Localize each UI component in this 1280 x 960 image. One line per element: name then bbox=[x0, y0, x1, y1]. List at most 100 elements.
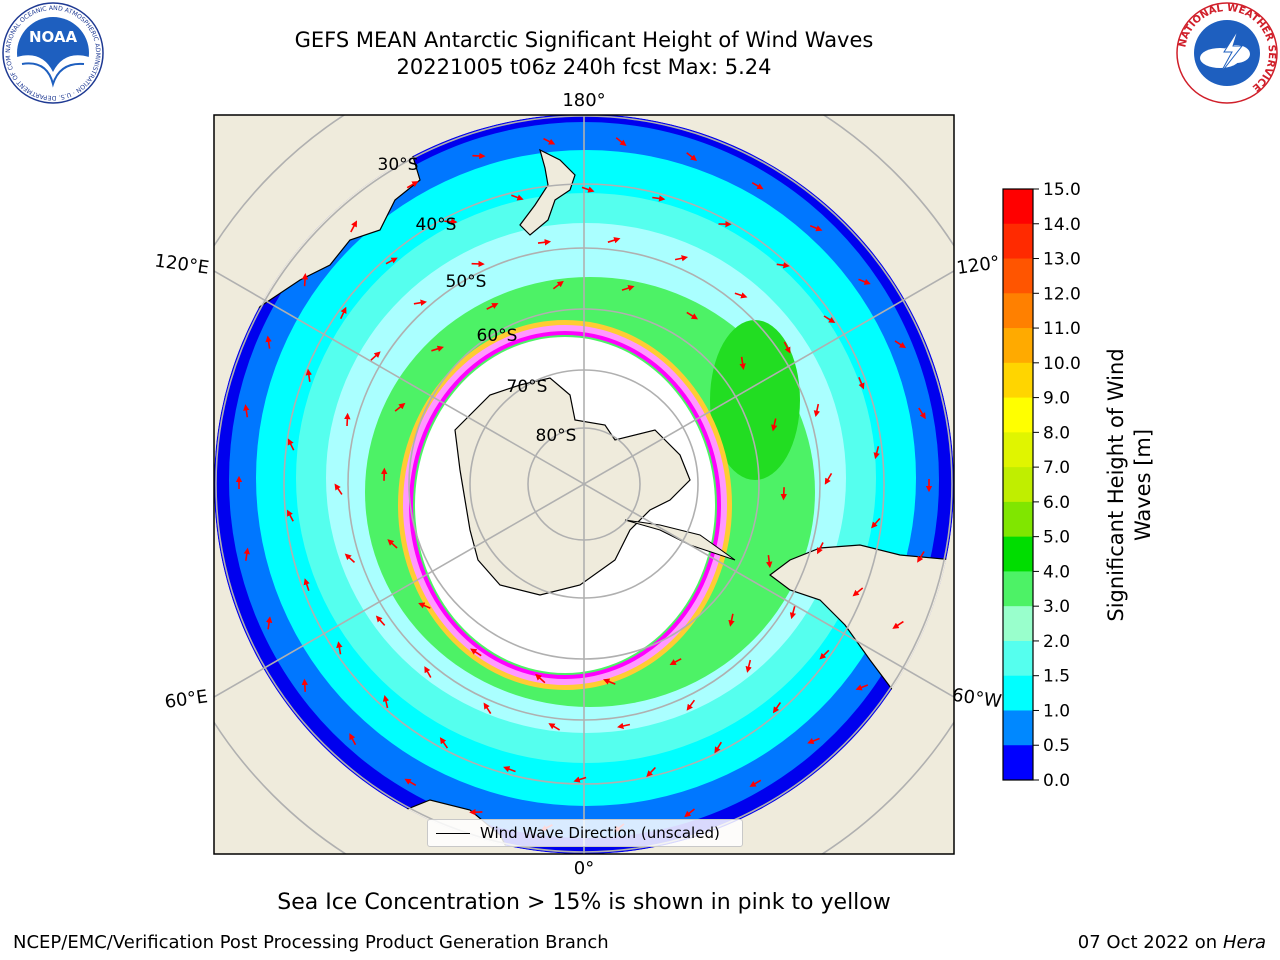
colorbar-segment bbox=[1003, 397, 1033, 433]
colorbar-segment bbox=[1003, 745, 1033, 781]
colorbar-tick-label: 12.0 bbox=[1043, 284, 1081, 304]
colorbar-segment bbox=[1003, 675, 1033, 711]
chart-title-line2: 20221005 t06z 240h fcst Max: 5.24 bbox=[396, 55, 772, 79]
wind-wave-arrow bbox=[603, 678, 616, 685]
wind-wave-arrow bbox=[287, 509, 294, 522]
wave-max-region bbox=[710, 320, 800, 480]
wind-wave-arrow bbox=[819, 649, 830, 660]
colorbar-label-line2: Waves [m] bbox=[1131, 429, 1155, 541]
wind-wave-arrow bbox=[684, 808, 695, 818]
legend-label: Wind Wave Direction (unscaled) bbox=[480, 824, 720, 842]
wind-wave-arrow bbox=[873, 446, 880, 460]
wind-wave-arrow bbox=[418, 602, 431, 609]
wind-wave-arrow bbox=[483, 702, 492, 715]
wind-wave-arrow bbox=[344, 553, 356, 563]
wind-wave-arrow bbox=[503, 766, 516, 773]
wind-wave-arrow bbox=[552, 280, 564, 290]
wind-wave-arrow bbox=[852, 587, 864, 597]
lon-label-0: 0° bbox=[574, 858, 594, 879]
colorbar-tick-label: 1.0 bbox=[1043, 701, 1070, 721]
wind-wave-arrow bbox=[303, 578, 310, 592]
wind-wave-arrow bbox=[686, 699, 696, 711]
sea-ice-edge-pink bbox=[403, 325, 727, 685]
wind-wave-arrow bbox=[766, 555, 773, 569]
colorbar-tick-label: 14.0 bbox=[1043, 215, 1081, 235]
wind-wave-arrow bbox=[424, 666, 432, 678]
colorbar-segment bbox=[1003, 467, 1033, 503]
credit-date-text: 07 Oct 2022 on bbox=[1077, 932, 1223, 953]
wind-wave-arrow bbox=[749, 779, 762, 787]
colorbar-segment bbox=[1003, 362, 1033, 399]
wind-wave-arrow bbox=[349, 733, 357, 746]
wind-wave-arrow bbox=[607, 237, 621, 244]
lat-label-40s: 40°S bbox=[416, 215, 457, 235]
wind-wave-arrow bbox=[387, 539, 398, 549]
wind-wave-arrow bbox=[537, 239, 552, 246]
wind-wave-arrow bbox=[894, 340, 907, 349]
colorbar-segment bbox=[1003, 501, 1033, 538]
sea-ice-note: Sea Ice Concentration > 15% is shown in … bbox=[277, 890, 891, 915]
colorbar-ticks: 15.0 14.0 13.0 12.0 11.0 10.0 9.0 8.0 7.0 6.0 5.0 4… bbox=[1033, 180, 1081, 791]
colorbar-tick-label: 11.0 bbox=[1043, 319, 1081, 339]
wind-wave-arrow bbox=[714, 741, 722, 754]
wind-wave-arrow bbox=[511, 194, 524, 201]
wind-wave-arrow bbox=[385, 257, 398, 265]
wind-wave-arrow bbox=[686, 311, 699, 320]
wind-wave-arrow bbox=[339, 306, 347, 320]
colorbar-segment bbox=[1003, 571, 1033, 607]
new-zealand-land bbox=[519, 148, 576, 236]
wind-wave-arrow bbox=[855, 684, 869, 691]
colorbar-tick-label: 3.0 bbox=[1043, 597, 1070, 617]
colorbar-segment bbox=[1003, 432, 1033, 468]
wind-wave-arrow bbox=[646, 766, 656, 778]
colorbar-segment bbox=[1003, 606, 1033, 642]
lat-label-70s: 70°S bbox=[507, 377, 548, 397]
wind-wave-arrow bbox=[823, 315, 836, 323]
lat-label-30s: 30°S bbox=[378, 155, 419, 175]
wind-wave-arrow bbox=[771, 418, 778, 432]
colorbar-tick-label: 5.0 bbox=[1043, 528, 1070, 548]
wind-wave-arrow bbox=[776, 262, 790, 269]
wind-wave-arrow bbox=[858, 278, 871, 285]
credit-branch: NCEP/EMC/Verification Post Processing Pr… bbox=[13, 932, 609, 953]
colorbar-tick-label: 10.0 bbox=[1043, 354, 1081, 374]
wind-wave-arrow bbox=[336, 641, 343, 655]
wind-wave-arrow bbox=[444, 218, 458, 225]
colorbar-segment bbox=[1003, 328, 1033, 364]
wind-wave-arrow bbox=[486, 303, 499, 310]
colorbar-segment bbox=[1003, 640, 1033, 677]
wind-wave-arrow bbox=[265, 616, 273, 630]
wind-wave-arrow bbox=[375, 615, 386, 626]
colorbar-segment bbox=[1003, 258, 1033, 294]
wind-wave-arrow bbox=[265, 335, 272, 349]
colorbar-frame bbox=[1002, 188, 1034, 781]
wind-wave-arrow bbox=[789, 606, 797, 620]
wind-wave-arrow bbox=[783, 341, 791, 354]
colorbar-segment bbox=[1003, 189, 1033, 225]
colorbar-tick-label: 6.0 bbox=[1043, 493, 1070, 513]
colorbar bbox=[1003, 189, 1033, 781]
colorbar-segment bbox=[1003, 710, 1033, 746]
wind-wave-arrow bbox=[751, 182, 764, 190]
lon-label-180: 180° bbox=[562, 90, 605, 111]
wind-wave-arrow bbox=[406, 181, 419, 189]
wind-wave-arrow bbox=[301, 273, 309, 287]
wind-wave-arrow bbox=[548, 723, 561, 731]
wind-wave-arrow bbox=[543, 137, 556, 145]
colorbar-segment bbox=[1003, 223, 1033, 260]
wind-wave-arrow bbox=[858, 376, 865, 390]
wind-wave-arrow bbox=[615, 137, 627, 146]
wind-wave-arrow bbox=[243, 404, 250, 418]
lon-label-60e: 60°E bbox=[163, 686, 209, 713]
wind-wave-arrow bbox=[334, 483, 343, 495]
wind-wave-arrow bbox=[301, 678, 308, 692]
wind-wave-arrow bbox=[817, 542, 824, 555]
wind-wave-arrow bbox=[686, 152, 698, 161]
wind-wave-arrow bbox=[305, 368, 313, 382]
graticule bbox=[214, 115, 954, 854]
colorbar-tick-label: 9.0 bbox=[1043, 389, 1070, 409]
wind-wave-arrow bbox=[745, 659, 752, 673]
colorbar-tick-label: 8.0 bbox=[1043, 423, 1070, 443]
colorbar-segment bbox=[1003, 293, 1033, 329]
